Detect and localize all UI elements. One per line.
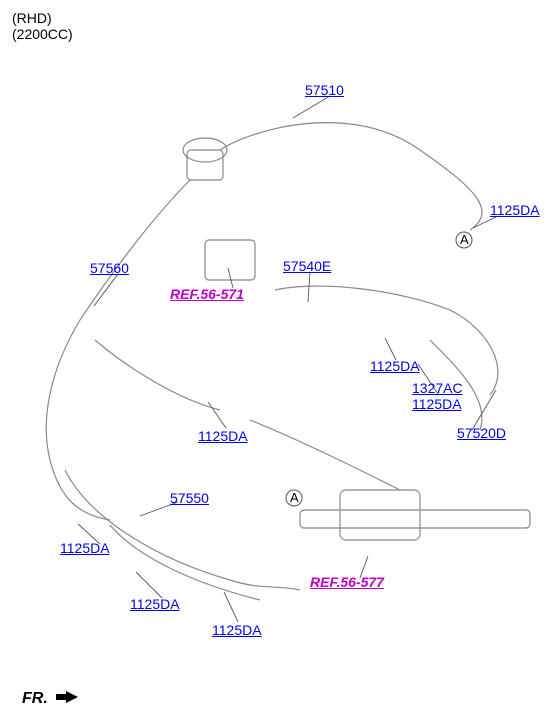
part-57540E[interactable]: 57540E [283, 258, 331, 274]
fr-text: FR. [22, 690, 48, 707]
part-57510[interactable]: 57510 [305, 82, 344, 98]
front-indicator: FR. [22, 690, 78, 708]
part-1125DA-mr[interactable]: 1125DA [370, 358, 420, 374]
part-57550[interactable]: 57550 [170, 490, 209, 506]
part-1125DA-b2[interactable]: 1125DA [212, 622, 262, 638]
mate-marker-a: A [460, 232, 469, 247]
header-line1: (RHD) [12, 10, 52, 26]
part-1125DA-ur[interactable]: 1125DA [490, 202, 540, 218]
part-1327AC[interactable]: 1327AC [412, 380, 463, 396]
part-1125DA-c[interactable]: 1125DA [198, 428, 248, 444]
part-57520D[interactable]: 57520D [457, 425, 506, 441]
mate-marker-a: A [290, 490, 299, 505]
part-1125DA-r2[interactable]: 1125DA [412, 396, 462, 412]
ref-56-577[interactable]: REF.56-577 [310, 574, 384, 590]
part-57560[interactable]: 57560 [90, 260, 129, 276]
part-1125DA-l[interactable]: 1125DA [60, 540, 110, 556]
header-line2: (2200CC) [12, 26, 73, 42]
part-1125DA-b[interactable]: 1125DA [130, 596, 180, 612]
ref-56-571[interactable]: REF.56-571 [170, 286, 244, 302]
arrow-icon [56, 690, 78, 708]
diagram-lines [0, 0, 552, 727]
